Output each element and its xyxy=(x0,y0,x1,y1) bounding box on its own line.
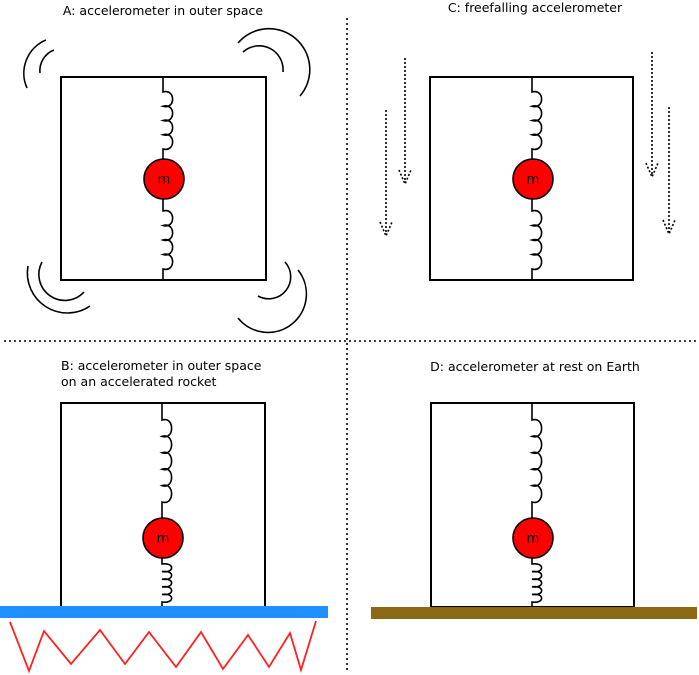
panel-b-mass xyxy=(142,517,184,559)
vibration-arc xyxy=(39,49,55,74)
panel-d: D: accelerometer at rest on Earth m xyxy=(371,359,697,619)
panel-a-caption: A: accelerometer in outer space xyxy=(63,3,263,18)
panel-c-caption: C: freefalling accelerometer xyxy=(448,0,623,15)
panel-b: B: accelerometer in outer space on an ac… xyxy=(0,358,328,674)
vibration-arc xyxy=(242,45,284,73)
panel-d-lower-spring xyxy=(531,558,543,606)
coil-spring xyxy=(528,78,543,159)
panel-a-mass-label: m xyxy=(158,173,171,188)
vibration-arc xyxy=(257,261,292,300)
coil-spring xyxy=(531,558,543,606)
rocket-exhaust-zigzag xyxy=(9,620,317,674)
panel-a-mass xyxy=(143,158,185,200)
panel-b-frame xyxy=(60,402,266,608)
coil-spring xyxy=(161,558,173,606)
panel-c-mass xyxy=(512,158,554,200)
coil-spring xyxy=(160,199,174,279)
vibration-arc xyxy=(26,265,91,314)
panel-a-upper-spring xyxy=(159,78,174,159)
panel-c: C: freefalling accelerometer m xyxy=(379,0,676,281)
coil-spring xyxy=(529,404,543,518)
fall-arrow-head xyxy=(645,162,659,180)
rocket-plate xyxy=(0,606,328,618)
vibration-arc xyxy=(38,261,85,302)
panel-d-mass xyxy=(512,517,554,559)
panel-c-upper-spring xyxy=(528,78,543,159)
panel-a-vibration-lines xyxy=(23,27,311,334)
coil-spring xyxy=(159,404,173,518)
coil-spring xyxy=(159,78,174,159)
earth-ground xyxy=(371,607,697,619)
panel-a-frame xyxy=(60,76,267,281)
vibration-arc xyxy=(237,269,308,334)
panel-c-fall-arrows xyxy=(379,52,676,239)
panel-d-mass-label: m xyxy=(527,532,540,547)
panel-a: A: accelerometer in outer space m xyxy=(23,3,311,334)
panel-c-mass-label: m xyxy=(527,173,540,188)
panel-a-lower-spring xyxy=(160,199,174,279)
panel-b-caption-line2: on an accelerated rocket xyxy=(61,374,217,389)
fall-arrow-head xyxy=(398,169,412,187)
panel-b-caption-line1: B: accelerometer in outer space xyxy=(61,358,262,373)
fall-arrow-head xyxy=(662,219,676,237)
fall-arrow-head xyxy=(379,221,393,239)
panel-b-lower-spring xyxy=(161,558,173,606)
panel-d-caption: D: accelerometer at rest on Earth xyxy=(430,359,640,374)
vibration-arc xyxy=(23,39,47,89)
panel-b-mass-label: m xyxy=(157,532,170,547)
panel-c-lower-spring xyxy=(529,199,543,279)
panel-c-frame xyxy=(429,76,634,281)
vibration-arc xyxy=(237,27,311,97)
panel-d-upper-spring xyxy=(529,404,543,518)
coil-spring xyxy=(529,199,543,279)
panel-b-upper-spring xyxy=(159,404,173,518)
